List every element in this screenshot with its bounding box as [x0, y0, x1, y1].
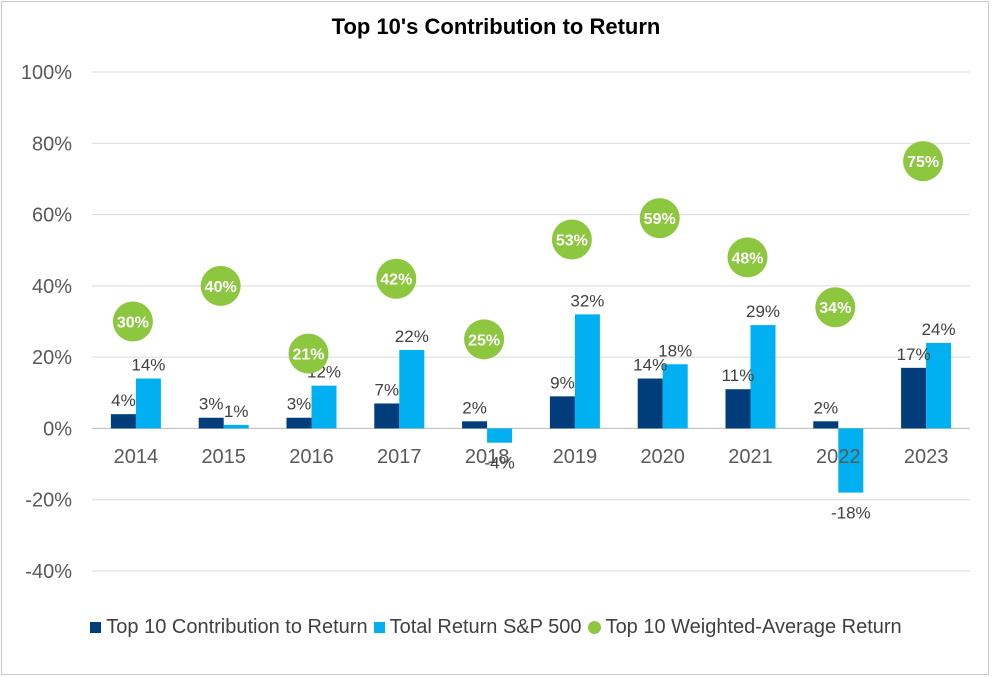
data-label-top10-contribution: 9% [550, 373, 575, 392]
bar-sp500-return [399, 350, 425, 429]
bar-top10-contribution [374, 403, 400, 429]
bar-sp500-return [926, 342, 952, 429]
bar-top10-contribution [901, 367, 927, 429]
data-label-top10-contribution: 3% [199, 395, 224, 414]
chart-title: Top 10's Contribution to Return [331, 14, 661, 39]
point-weighted-average [551, 219, 592, 260]
legend-item-sp500-return: Total Return S&P 500 [373, 616, 582, 639]
legend-swatch-top10-contribution [90, 622, 102, 633]
y-tick-label: 80% [32, 133, 72, 155]
legend-label-top10-contribution: Top 10 Contribution to Return [106, 616, 368, 638]
bar-sp500-return [750, 325, 776, 429]
bar-sp500-return [223, 424, 249, 429]
bar-top10-contribution [286, 417, 312, 429]
y-tick-label: -20% [25, 490, 72, 512]
legend-swatch-sp500-return [373, 622, 385, 633]
data-label-weighted-average: 59% [644, 211, 676, 228]
bar-sp500-return [574, 314, 600, 429]
y-tick-label: 100% [21, 62, 72, 84]
data-label-sp500-return: 29% [746, 302, 780, 321]
data-label-weighted-average: 53% [556, 233, 588, 250]
data-label-top10-contribution: 14% [633, 356, 667, 375]
y-tick-label: 20% [32, 347, 72, 369]
point-weighted-average [112, 301, 153, 342]
point-weighted-average [464, 319, 505, 360]
data-label-weighted-average: 48% [731, 250, 763, 267]
bar-top10-contribution [110, 414, 136, 429]
point-weighted-average [727, 237, 768, 278]
point-weighted-average [288, 333, 329, 374]
legend-swatch-weighted-average [587, 621, 601, 634]
y-tick-label: 60% [32, 205, 72, 227]
data-label-weighted-average: 34% [819, 300, 851, 317]
legend-label-sp500-return: Total Return S&P 500 [389, 616, 582, 638]
x-tick-label: 2019 [553, 446, 598, 468]
x-tick-label: 2021 [728, 446, 773, 468]
bar-top10-contribution [198, 417, 224, 429]
bar-top10-contribution [725, 389, 751, 429]
data-label-sp500-return: 24% [922, 320, 956, 339]
bar-sp500-return [311, 385, 337, 429]
x-tick-label: 2020 [640, 446, 685, 468]
data-label-top10-contribution: 4% [111, 391, 136, 410]
point-weighted-average [200, 265, 241, 306]
point-weighted-average [815, 287, 856, 328]
bar-sp500-return [487, 428, 513, 443]
data-label-weighted-average: 42% [380, 272, 412, 289]
data-label-sp500-return: 1% [224, 402, 249, 421]
bar-top10-contribution [549, 396, 575, 429]
legend-label-weighted-average: Top 10 Weighted-Average Return [605, 616, 902, 638]
x-tick-label: 2018 [465, 446, 510, 468]
x-tick-label: 2014 [114, 446, 159, 468]
data-label-sp500-return: 14% [131, 356, 165, 375]
data-label-top10-contribution: 2% [814, 398, 839, 417]
bar-top10-contribution [637, 378, 663, 429]
data-label-sp500-return: -4% [484, 454, 514, 473]
x-tick-label: 2022 [816, 446, 861, 468]
data-label-sp500-return: 22% [395, 327, 429, 346]
data-label-top10-contribution: 2% [462, 398, 487, 417]
x-tick-label: 2016 [289, 446, 334, 468]
bar-sp500-return [135, 378, 161, 429]
y-tick-label: -40% [25, 561, 72, 583]
legend-item-weighted-average: Top 10 Weighted-Average Return [587, 616, 902, 639]
bar-top10-contribution [813, 421, 839, 429]
data-label-sp500-return: 32% [570, 291, 604, 310]
data-label-top10-contribution: 3% [287, 395, 312, 414]
x-tick-label: 2015 [201, 446, 246, 468]
chart-legend: Top 10 Contribution to Return Total Retu… [0, 616, 992, 639]
bar-sp500-return [838, 428, 864, 493]
data-label-top10-contribution: 17% [897, 345, 931, 364]
y-tick-label: 0% [43, 418, 72, 440]
y-tick-label: 40% [32, 276, 72, 298]
data-label-sp500-return: -18% [831, 504, 871, 523]
data-label-top10-contribution: 11% [722, 366, 755, 385]
point-weighted-average [903, 141, 944, 182]
legend-item-top10-contribution: Top 10 Contribution to Return [90, 616, 368, 639]
x-tick-label: 2017 [377, 446, 422, 468]
data-label-weighted-average: 40% [205, 279, 237, 296]
point-weighted-average [376, 258, 417, 299]
data-label-weighted-average: 21% [292, 347, 324, 364]
x-tick-label: 2023 [904, 446, 949, 468]
bar-top10-contribution [462, 421, 488, 429]
data-label-weighted-average: 75% [907, 154, 939, 171]
bar-sp500-return [662, 364, 688, 429]
data-label-sp500-return: 18% [658, 341, 692, 360]
point-weighted-average [639, 198, 680, 239]
data-label-weighted-average: 30% [117, 315, 149, 332]
data-label-top10-contribution: 7% [375, 380, 400, 399]
data-label-weighted-average: 25% [468, 332, 500, 349]
